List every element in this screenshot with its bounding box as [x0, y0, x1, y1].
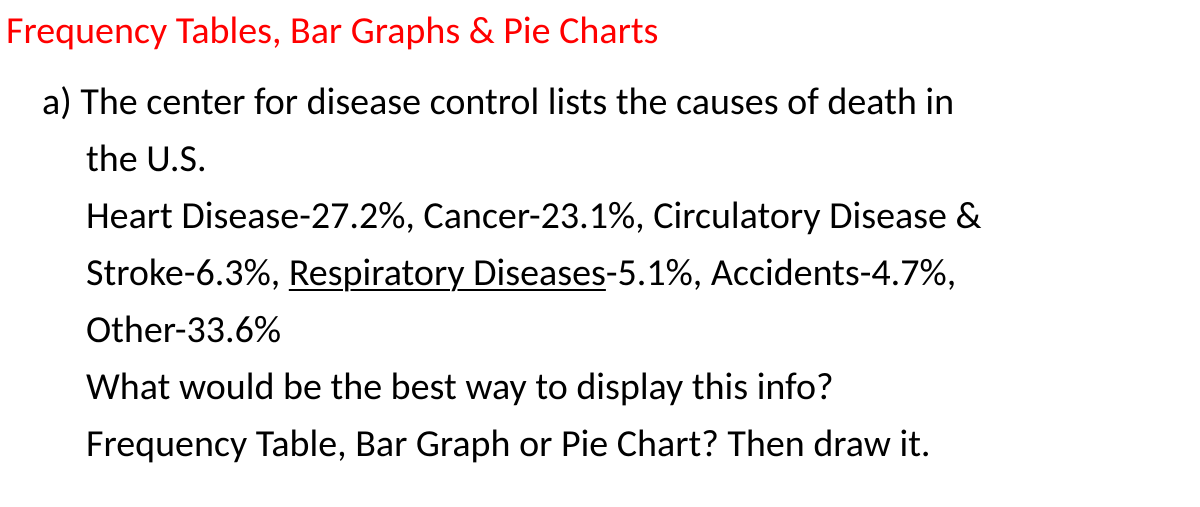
slide-page: Frequency Tables, Bar Graphs & Pie Chart… [0, 0, 1200, 473]
question-prompt-line-1: What would be the best way to display th… [46, 359, 1194, 416]
question-data-line-2-underline: Respiratory Diseases [289, 250, 606, 296]
question-data-line-3: Other-33.6% [46, 302, 1194, 359]
question-data-line-2-before: Stroke-6.3%, [86, 250, 289, 296]
question-intro-line-2: the U.S. [46, 131, 1194, 188]
question-intro-line-1: a) The center for disease control lists … [46, 74, 1194, 131]
slide-heading: Frequency Tables, Bar Graphs & Pie Chart… [6, 8, 1194, 56]
question-data-line-2-after: -5.1%, Accidents-4.7%, [606, 250, 956, 296]
question-block: a) The center for disease control lists … [6, 74, 1194, 473]
question-prompt-line-2: Frequency Table, Bar Graph or Pie Chart?… [46, 416, 1194, 473]
question-data-line-2: Stroke-6.3%, Respiratory Diseases-5.1%, … [46, 245, 1194, 302]
question-data-line-1: Heart Disease-27.2%, Cancer-23.1%, Circu… [46, 188, 1194, 245]
